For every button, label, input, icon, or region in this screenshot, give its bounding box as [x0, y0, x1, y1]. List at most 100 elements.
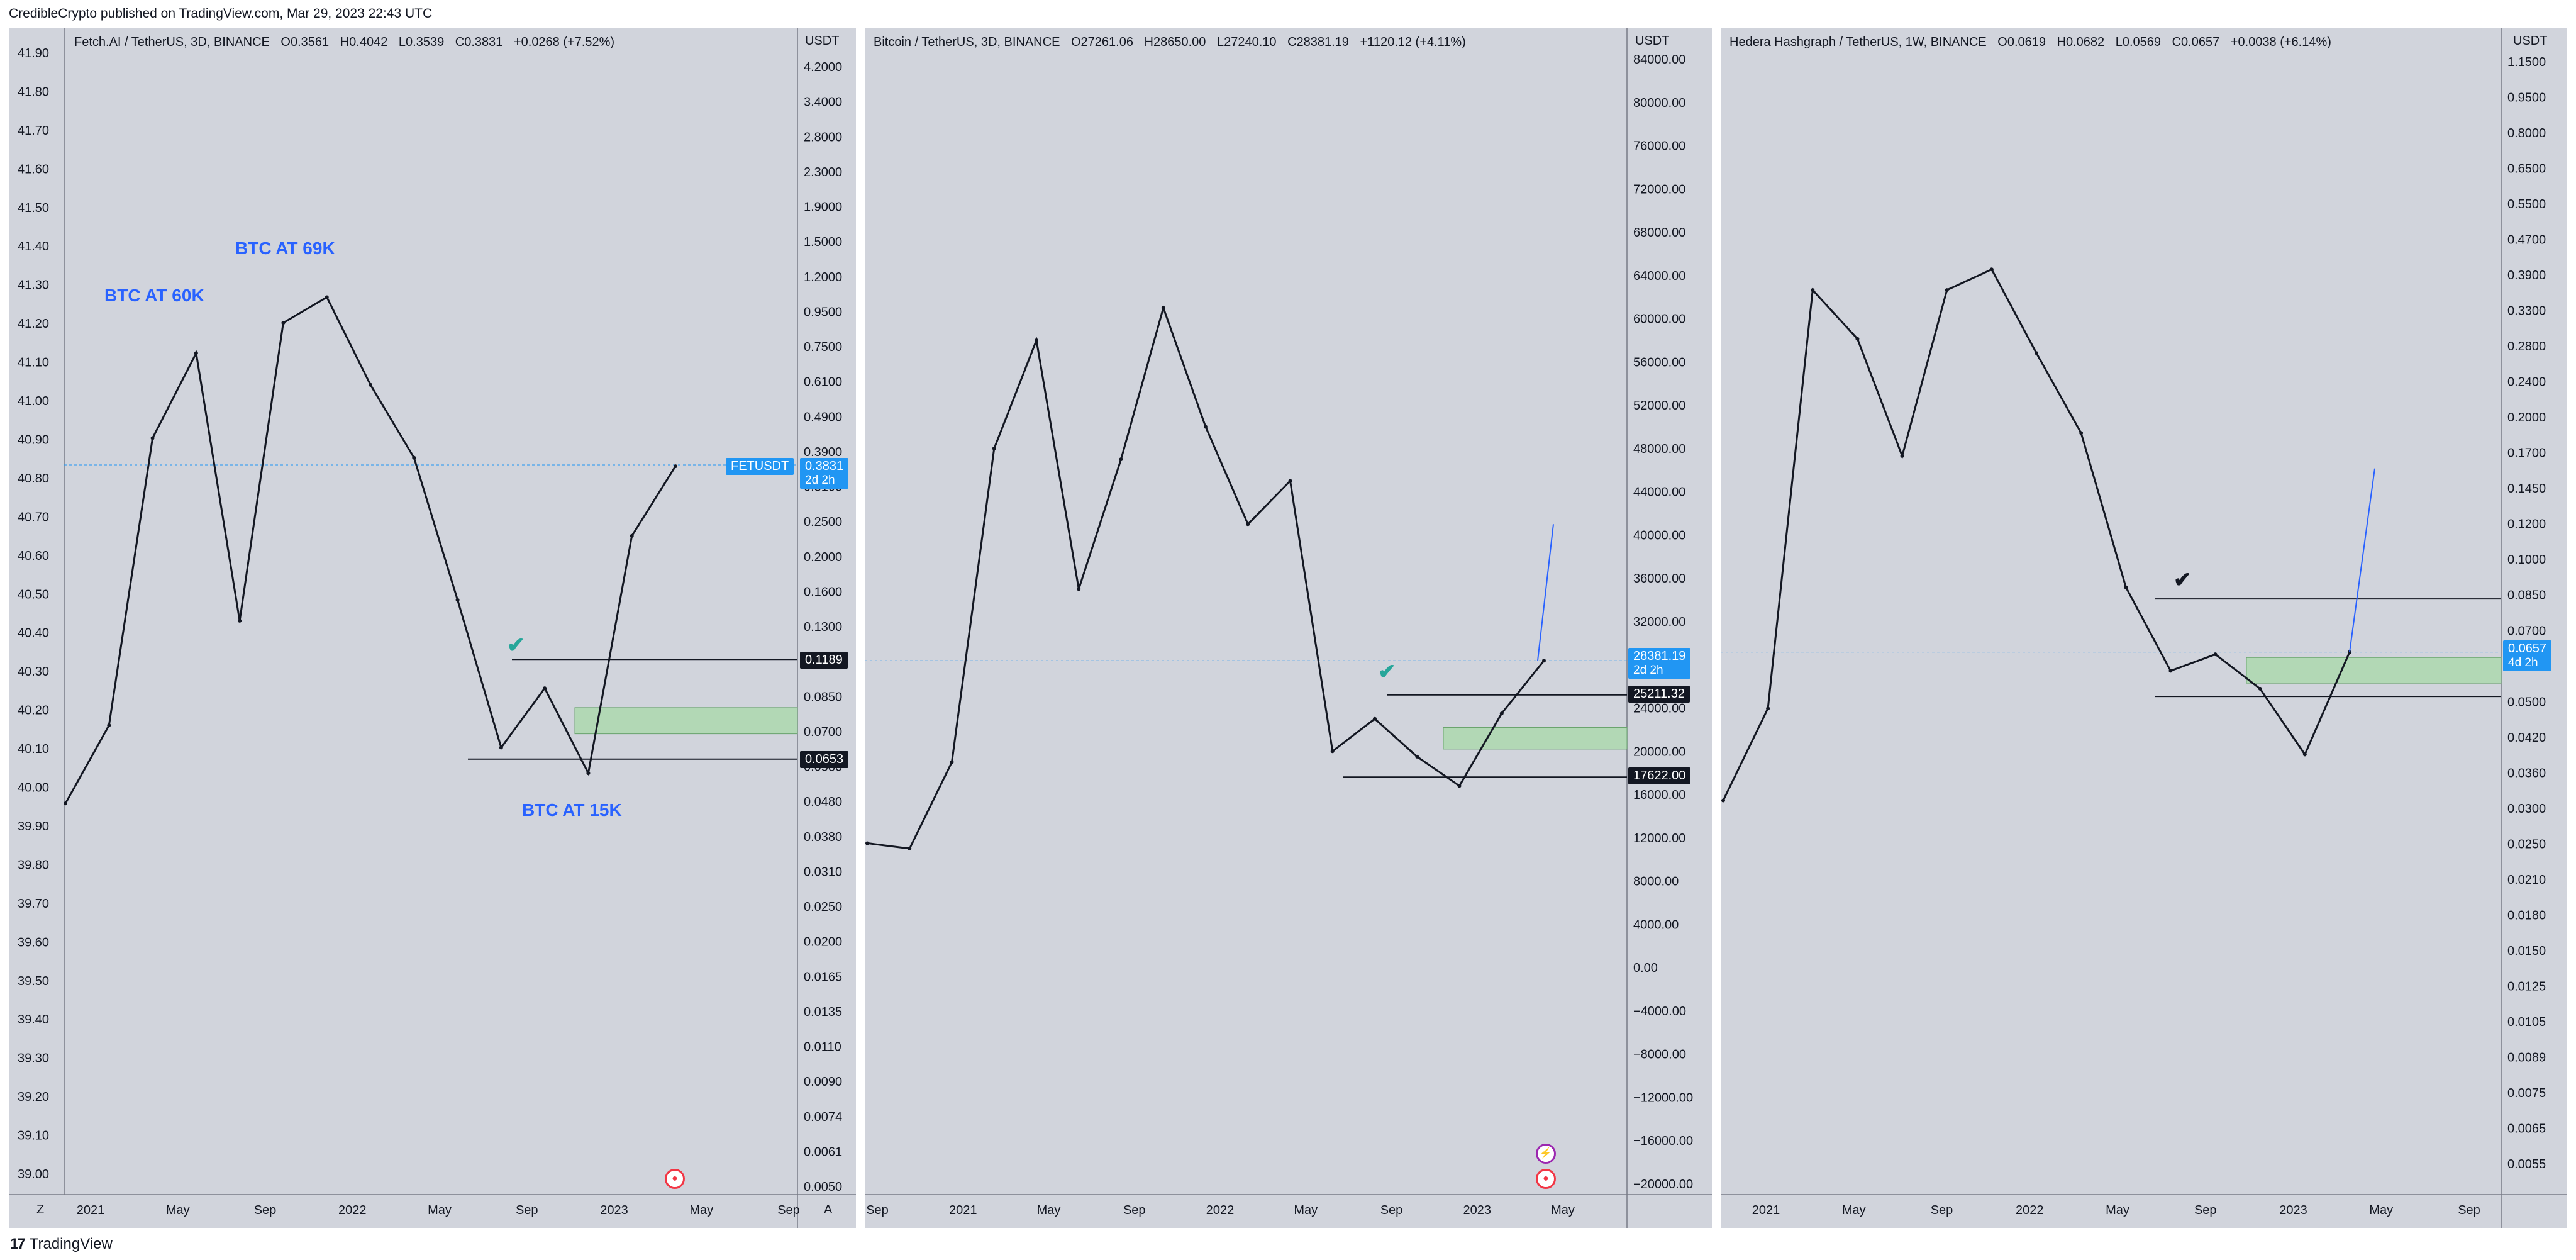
- hbar-line: [1722, 268, 2351, 801]
- fet-y-tick: 0.9500: [804, 305, 842, 319]
- hbar-x-tick: Sep: [1931, 1203, 1953, 1217]
- fet-y-tick: 0.0165: [804, 970, 842, 984]
- btc-level-bottom-tag: 17622.00: [1628, 767, 1691, 784]
- fet-left-tick: 41.30: [18, 279, 49, 293]
- fet-demand-zone: [574, 707, 798, 735]
- hbar-y-tick: 0.0500: [2507, 695, 2546, 709]
- fet-legend-change: +0.0268 (+7.52%): [513, 35, 615, 49]
- fet-level-top-tag: 0.1189: [800, 652, 848, 669]
- publish-info: CredibleCrypto published on TradingView.…: [9, 6, 433, 21]
- btc-x-tick: 2023: [1463, 1203, 1492, 1217]
- fet-legend-title: Fetch.AI / TetherUS, 3D, BINANCE: [74, 35, 270, 49]
- chart-panel-btcusdt[interactable]: 84000.00 80000.00 76000.00 72000.00 68000.00…: [865, 28, 1712, 1228]
- btc-y-tick: 56000.00: [1633, 355, 1685, 369]
- btc-check-icon: ✔: [1378, 660, 1396, 684]
- fet-y-tick: 0.0380: [804, 830, 842, 844]
- btc-y-tick: 4000.00: [1633, 918, 1679, 932]
- chart-panel-hbarusdt[interactable]: 1.1500 0.9500 0.8000 0.6500 0.5500 0.4700 0.39…: [1721, 28, 2567, 1228]
- fet-left-tick: 39.90: [18, 820, 49, 833]
- chart-panel-fetusdt[interactable]: 41.90 41.80 41.70 41.60 41.50 41.40 41.30 41.20…: [9, 28, 856, 1228]
- hbar-axis-unit: USDT: [2513, 34, 2548, 48]
- btc-y-tick: −8000.00: [1633, 1048, 1686, 1062]
- hbar-x-tick: 2023: [2279, 1203, 2307, 1217]
- fet-line: [64, 296, 677, 805]
- fet-y-tick: 0.6100: [804, 376, 842, 389]
- fet-axis-unit: USDT: [805, 34, 840, 48]
- fet-left-tick: 41.50: [18, 201, 49, 215]
- fet-y-tick: 0.2500: [804, 515, 842, 529]
- btc-legend-open: O27261.06: [1070, 35, 1133, 49]
- hbar-chart-canvas[interactable]: 1.1500 0.9500 0.8000 0.6500 0.5500 0.4700 0.39…: [1721, 28, 2567, 1228]
- hbar-y-tick: 0.2000: [2507, 411, 2546, 425]
- hbar-y-tick: 0.0055: [2507, 1157, 2546, 1171]
- hbar-check-icon: ✔: [2174, 568, 2192, 592]
- fet-left-tick: 39.20: [18, 1090, 49, 1104]
- fet-countdown: 2d 2h: [805, 474, 835, 487]
- btc-x-tick: 2022: [1206, 1203, 1235, 1217]
- tradingview-logo-icon: 17: [10, 1235, 26, 1252]
- fet-left-tick: 39.70: [18, 897, 49, 911]
- hbar-y-tick: 0.0210: [2507, 873, 2546, 887]
- fet-left-tick: 40.60: [18, 549, 49, 563]
- fet-left-tick: 40.30: [18, 665, 49, 679]
- fet-check-icon: ✔: [507, 633, 525, 657]
- btc-legend-title: Bitcoin / TetherUS, 3D, BINANCE: [874, 35, 1060, 49]
- hbar-y-tick: 0.9500: [2507, 91, 2546, 105]
- hbar-legend-low: L0.0569: [2115, 35, 2162, 49]
- fet-left-tick: 40.00: [18, 781, 49, 795]
- fet-symbol-tag: FETUSDT: [726, 458, 794, 475]
- btc-countdown: 2d 2h: [1633, 664, 1663, 677]
- hbar-y-tick: 0.0420: [2507, 731, 2546, 745]
- annotation-btc-69k: BTC AT 69K: [235, 238, 335, 258]
- hbar-y-tick: 0.0089: [2507, 1051, 2546, 1064]
- hbar-y-tick: 0.1000: [2507, 553, 2546, 567]
- fet-left-tick: 40.90: [18, 433, 49, 447]
- hbar-y-tick: 0.0850: [2507, 589, 2546, 603]
- fet-y-tick: 0.0850: [804, 690, 842, 704]
- hbar-x-tick: May: [1842, 1203, 1866, 1217]
- hbar-price-value: 0.0657: [2508, 642, 2547, 655]
- hbar-y-tick: 0.3300: [2507, 304, 2546, 318]
- hbar-demand-zone: [2246, 657, 2502, 684]
- btc-x-tick: Sep: [1380, 1203, 1403, 1217]
- fet-left-tick: 41.00: [18, 394, 49, 408]
- btc-y-tick: 20000.00: [1633, 745, 1685, 759]
- fet-corner-a[interactable]: A: [824, 1203, 833, 1217]
- fet-y-tick: 0.0135: [804, 1005, 842, 1019]
- fet-y-tick: 0.0061: [804, 1145, 842, 1159]
- btc-y-tick: 32000.00: [1633, 615, 1685, 629]
- hbar-x-tick: 2022: [2016, 1203, 2044, 1217]
- fet-x-tick: Sep: [254, 1203, 277, 1217]
- fet-left-tick: 39.80: [18, 858, 49, 872]
- us-flag-icon[interactable]: ●: [1536, 1169, 1556, 1189]
- fet-y-tick: 0.0090: [804, 1075, 842, 1089]
- us-flag-icon[interactable]: ●: [665, 1169, 685, 1189]
- fet-price-tag: 0.3831 2d 2h: [800, 458, 849, 489]
- fet-price-value: 0.3831: [805, 459, 844, 473]
- btc-projection-arrow: [1537, 524, 1554, 661]
- fet-chart-canvas[interactable]: 41.90 41.80 41.70 41.60 41.50 41.40 41.30 41.20…: [9, 28, 856, 1228]
- btc-y-tick: −12000.00: [1633, 1091, 1693, 1105]
- btc-x-tick: 2021: [949, 1203, 977, 1217]
- fet-y-tick: 0.0310: [804, 865, 842, 879]
- fet-y-tick: 1.5000: [804, 235, 842, 249]
- lightning-icon[interactable]: ⚡: [1536, 1144, 1556, 1164]
- btc-y-tick: 60000.00: [1633, 313, 1685, 326]
- brand-name: TradingView: [29, 1235, 113, 1252]
- btc-x-tick: May: [1037, 1203, 1061, 1217]
- hbar-y-tick: 1.1500: [2507, 55, 2546, 69]
- hbar-y-tick: 0.0125: [2507, 979, 2546, 993]
- btc-demand-zone: [1443, 727, 1628, 750]
- btc-y-tick: 16000.00: [1633, 788, 1685, 802]
- fet-legend-low: L0.3539: [398, 35, 445, 49]
- hbar-y-tick: 0.0360: [2507, 766, 2546, 780]
- fet-left-tick: 40.10: [18, 742, 49, 756]
- fet-y-tick: 0.0110: [804, 1040, 841, 1054]
- fet-x-tick: Sep: [777, 1203, 800, 1217]
- hbar-y-tick: 0.1700: [2507, 447, 2546, 460]
- tradingview-brand[interactable]: 17 TradingView: [10, 1235, 113, 1253]
- fet-y-tick: 0.0250: [804, 900, 842, 914]
- btc-chart-canvas[interactable]: 84000.00 80000.00 76000.00 72000.00 68000.00…: [865, 28, 1712, 1228]
- fet-corner-z[interactable]: Z: [36, 1203, 45, 1217]
- annotation-btc-15k: BTC AT 15K: [522, 800, 622, 820]
